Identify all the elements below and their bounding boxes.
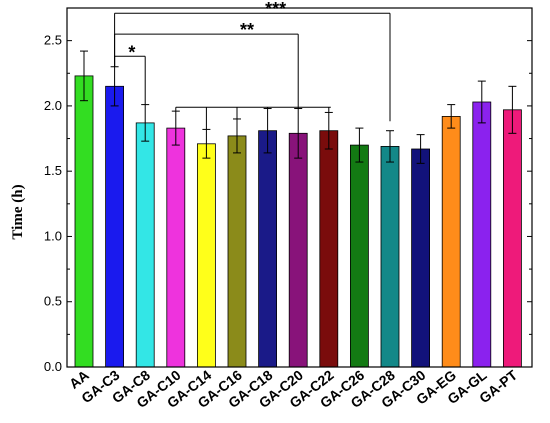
bar-ga-c16 — [227, 135, 247, 368]
bar-ga-c18 — [258, 130, 278, 368]
significance-label: * — [128, 42, 135, 62]
bars — [74, 75, 522, 368]
bar-ga-c3 — [105, 85, 124, 368]
bar-ga-c22 — [319, 130, 339, 368]
bar-ga-c20 — [288, 132, 308, 368]
error-bar-ga-eg — [447, 104, 456, 129]
y-tick-label: 1.0 — [44, 228, 62, 243]
significance-label: *** — [265, 0, 286, 19]
y-tick-label: 0.5 — [44, 294, 62, 309]
y-axis-title: Time (h) — [10, 184, 26, 239]
significance-brackets: ****** — [114, 0, 391, 130]
error-bars — [80, 50, 517, 164]
bar-ga-c28 — [380, 145, 400, 368]
y-tick-label: 1.5 — [44, 163, 62, 178]
y-tick-label: 0.0 — [44, 359, 62, 374]
bar-ga-c30 — [411, 148, 431, 368]
error-bar-ga-c26 — [355, 127, 364, 163]
bar-ga-c26 — [349, 144, 369, 368]
bar-ga-c10 — [166, 127, 186, 368]
bar-ga-pt — [502, 109, 522, 368]
error-bar-ga-c30 — [416, 134, 425, 164]
error-bar-ga-pt — [508, 85, 517, 134]
plot-border — [66, 7, 533, 368]
bar-ga-c8 — [135, 122, 155, 368]
error-bar-ga-c28 — [386, 130, 394, 163]
bar-ga-eg — [441, 116, 461, 368]
error-bar-aa — [80, 50, 88, 102]
bar-ga-c14 — [196, 143, 216, 368]
significance-label: ** — [240, 20, 254, 40]
bar-ga-gl — [472, 101, 492, 368]
bar-aa — [74, 75, 94, 368]
significance-bracket-2: ** — [114, 20, 299, 108]
y-tick-label: 2.5 — [44, 33, 62, 48]
error-bar-ga-gl — [477, 80, 486, 124]
y-tick-label: 2.0 — [44, 98, 62, 113]
significance-bracket-3: *** — [114, 0, 391, 122]
